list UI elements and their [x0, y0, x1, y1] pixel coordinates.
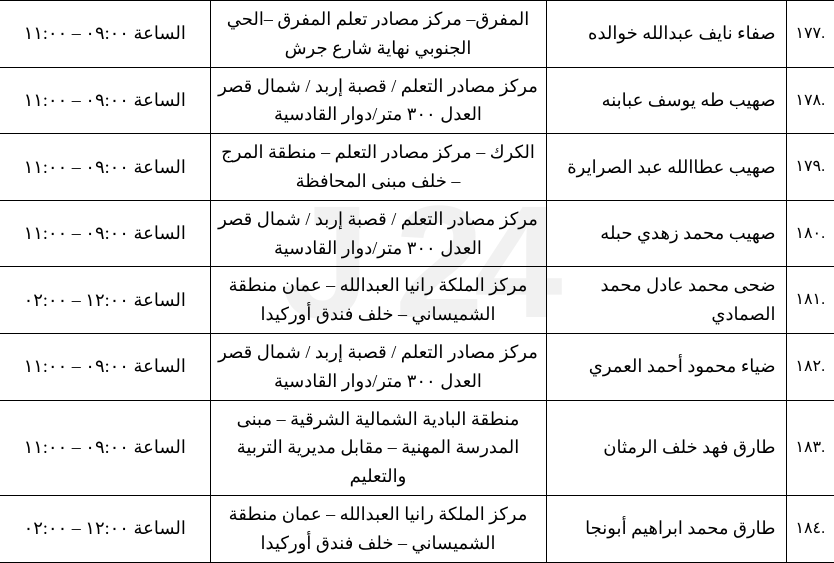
table-row: .١٧٨ صهيب طه يوسف عبابنه مركز مصادر التع…	[0, 67, 834, 134]
table-row: .١٨٤ طارق محمد ابراهيم أبونجا مركز الملك…	[0, 495, 834, 562]
cell-location: مركز مصادر التعلم / قصبة إربد / شمال قصر…	[210, 67, 546, 134]
table-row: .١٨٠ صهيب محمد زهدي حبله مركز مصادر التع…	[0, 200, 834, 267]
table-row: .١٨٢ ضياء محمود أحمد العمري مركز مصادر ا…	[0, 333, 834, 400]
table-row: .١٨٣ طارق فهد خلف الرمثان منطقة البادية …	[0, 400, 834, 495]
cell-name: ضحى محمد عادل محمد الصمادي	[546, 267, 786, 334]
cell-number: .١٨٠	[786, 200, 834, 267]
table-row: .١٧٩ صهيب عطاالله عبد الصرايرة الكرك – م…	[0, 134, 834, 201]
cell-number: .١٨٣	[786, 400, 834, 495]
cell-time: الساعة ٠٩:٠٠ – ١١:٠٠	[0, 1, 210, 68]
cell-number: .١٧٩	[786, 134, 834, 201]
cell-number: .١٨٢	[786, 333, 834, 400]
cell-name: صهيب طه يوسف عبابنه	[546, 67, 786, 134]
cell-number: .١٧٧	[786, 1, 834, 68]
cell-location: مركز الملكة رانيا العبدالله – عمان منطقة…	[210, 495, 546, 562]
cell-location: منطقة البادية الشمالية الشرقية – مبنى ال…	[210, 400, 546, 495]
cell-time: الساعة ١٢:٠٠ – ٠٢:٠٠	[0, 495, 210, 562]
cell-time: الساعة ٠٩:٠٠ – ١١:٠٠	[0, 67, 210, 134]
cell-number: .١٧٨	[786, 67, 834, 134]
cell-time: الساعة ٠٩:٠٠ – ١١:٠٠	[0, 400, 210, 495]
cell-name: صهيب محمد زهدي حبله	[546, 200, 786, 267]
cell-location: مركز مصادر التعلم / قصبة إربد / شمال قصر…	[210, 200, 546, 267]
cell-number: .١٨١	[786, 267, 834, 334]
cell-name: طارق فهد خلف الرمثان	[546, 400, 786, 495]
cell-name: طارق محمد ابراهيم أبونجا	[546, 495, 786, 562]
cell-location: الكرك – مركز مصادر التعلم – منطقة المرج …	[210, 134, 546, 201]
cell-number: .١٨٤	[786, 495, 834, 562]
cell-time: الساعة ١٢:٠٠ – ٠٢:٠٠	[0, 267, 210, 334]
cell-time: الساعة ٠٩:٠٠ – ١١:٠٠	[0, 134, 210, 201]
cell-name: ضياء محمود أحمد العمري	[546, 333, 786, 400]
cell-location: مركز الملكة رانيا العبدالله – عمان منطقة…	[210, 267, 546, 334]
cell-location: المفرق– مركز مصادر تعلم المفرق –الحي الج…	[210, 1, 546, 68]
table-row: .١٨١ ضحى محمد عادل محمد الصمادي مركز الم…	[0, 267, 834, 334]
schedule-tbody: .١٧٧ صفاء نايف عبدالله خوالده المفرق– مر…	[0, 1, 834, 563]
cell-time: الساعة ٠٩:٠٠ – ١١:٠٠	[0, 333, 210, 400]
cell-name: صهيب عطاالله عبد الصرايرة	[546, 134, 786, 201]
cell-location: مركز مصادر التعلم / قصبة إربد / شمال قصر…	[210, 333, 546, 400]
table-row: .١٧٧ صفاء نايف عبدالله خوالده المفرق– مر…	[0, 1, 834, 68]
schedule-table: .١٧٧ صفاء نايف عبدالله خوالده المفرق– مر…	[0, 0, 834, 563]
cell-time: الساعة ٠٩:٠٠ – ١١:٠٠	[0, 200, 210, 267]
cell-name: صفاء نايف عبدالله خوالده	[546, 1, 786, 68]
